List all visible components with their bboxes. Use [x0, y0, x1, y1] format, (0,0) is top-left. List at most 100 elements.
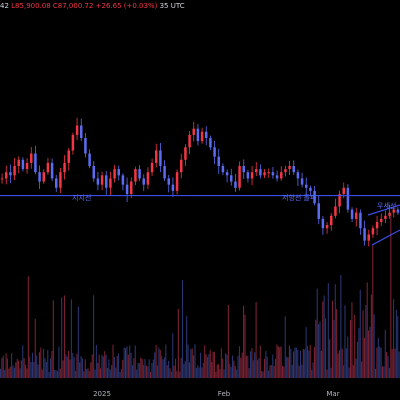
volume-bar: [148, 359, 150, 378]
volume-bar: [369, 326, 371, 378]
volume-bar: [333, 319, 335, 378]
volume-bar: [79, 362, 81, 378]
volume-bar: [261, 371, 263, 378]
candle-body: [330, 215, 333, 226]
candle-body: [234, 181, 237, 188]
trend-line-upper[interactable]: [367, 204, 400, 216]
candle-body: [9, 172, 12, 176]
volume-bar: [197, 365, 199, 378]
volume-bar: [322, 301, 324, 378]
volume-bar: [340, 274, 342, 378]
volume-bar: [30, 361, 32, 378]
volume-bar: [156, 365, 159, 378]
volume-bar: [209, 349, 211, 378]
volume-bar: [237, 355, 239, 378]
volume-bar: [34, 318, 36, 378]
trend-line-lower[interactable]: [371, 229, 400, 246]
volume-bar: [20, 360, 22, 378]
volume-bar: [29, 356, 31, 378]
volume-bar: [395, 309, 397, 378]
volume-bar: [91, 354, 93, 378]
candle-body: [205, 131, 208, 138]
candle-body: [375, 222, 379, 229]
volume-bar: [362, 310, 364, 378]
volume-bar: [52, 300, 54, 378]
volume-bar: [359, 290, 361, 378]
candle-body: [380, 218, 383, 222]
volume-bar: [351, 302, 353, 378]
volume-bar: [59, 368, 61, 378]
volume-bar: [11, 353, 13, 378]
volume-bar: [366, 282, 368, 378]
volume-bar: [305, 327, 307, 378]
volume-bar: [172, 333, 174, 378]
volume-bar: [179, 371, 181, 378]
volume-bar: [88, 371, 90, 378]
candle-body: [292, 166, 295, 173]
volume-bar: [361, 361, 363, 378]
volume-bar: [300, 350, 302, 378]
volume-bar: [141, 358, 143, 378]
volume-bar: [288, 345, 290, 378]
volume-bar: [115, 367, 117, 378]
volume-bar: [336, 309, 338, 378]
volume-bar: [66, 356, 68, 378]
volume-bar: [183, 363, 185, 378]
volume-bar: [187, 344, 189, 378]
volume-bar: [200, 352, 202, 378]
volume-bar: [181, 280, 184, 378]
volume-bars: [0, 214, 400, 378]
volume-bar: [68, 350, 70, 378]
candle-body: [213, 147, 216, 157]
candle-body: [42, 172, 45, 182]
candle-body: [5, 172, 8, 179]
candle-body: [313, 190, 316, 204]
x-label-feb: Feb: [217, 390, 231, 398]
volume-bar: [268, 370, 270, 378]
volume-bar: [95, 344, 97, 378]
volume-bar: [293, 351, 295, 378]
volume-bar: [254, 352, 256, 378]
volume-bar: [15, 362, 17, 378]
volume-bar: [212, 351, 214, 378]
candle-body: [350, 209, 354, 219]
volume-bar: [120, 369, 122, 378]
candle-body: [88, 153, 91, 166]
candle-body: [267, 172, 270, 174]
volume-bar: [337, 353, 339, 378]
candle-body: [96, 178, 100, 185]
volume-bar: [255, 302, 257, 378]
volume-bar: [54, 369, 56, 378]
candle-body: [250, 172, 254, 179]
volume-bar: [304, 349, 306, 378]
volume-bar: [370, 294, 372, 378]
volume-bar: [129, 345, 131, 378]
volume-bar: [327, 283, 329, 378]
volume-bar: [81, 358, 84, 378]
volume-bar: [47, 349, 49, 378]
volume-bar: [229, 363, 231, 378]
candle-body: [184, 147, 187, 160]
volume-bar: [40, 347, 42, 378]
volume-bar: [113, 356, 115, 378]
volume-bar: [383, 366, 385, 378]
volume-bar: [65, 354, 67, 378]
volume-bar: [145, 365, 147, 378]
volume-bar: [365, 304, 367, 378]
volume-bar: [80, 356, 82, 378]
candle-body: [171, 184, 175, 191]
volume-bar: [45, 362, 47, 378]
volume-bar: [277, 346, 279, 378]
candle-body: [71, 134, 75, 151]
volume-bar: [250, 351, 252, 378]
volume-bar: [379, 346, 381, 378]
volume-bar: [16, 358, 18, 378]
volume-bar: [205, 354, 207, 378]
volume-bar: [238, 346, 240, 378]
candle-body: [25, 162, 29, 170]
volume-bar: [87, 368, 89, 378]
volume-bar: [388, 367, 390, 378]
volume-bar: [56, 371, 59, 378]
candle-body: [138, 169, 141, 179]
